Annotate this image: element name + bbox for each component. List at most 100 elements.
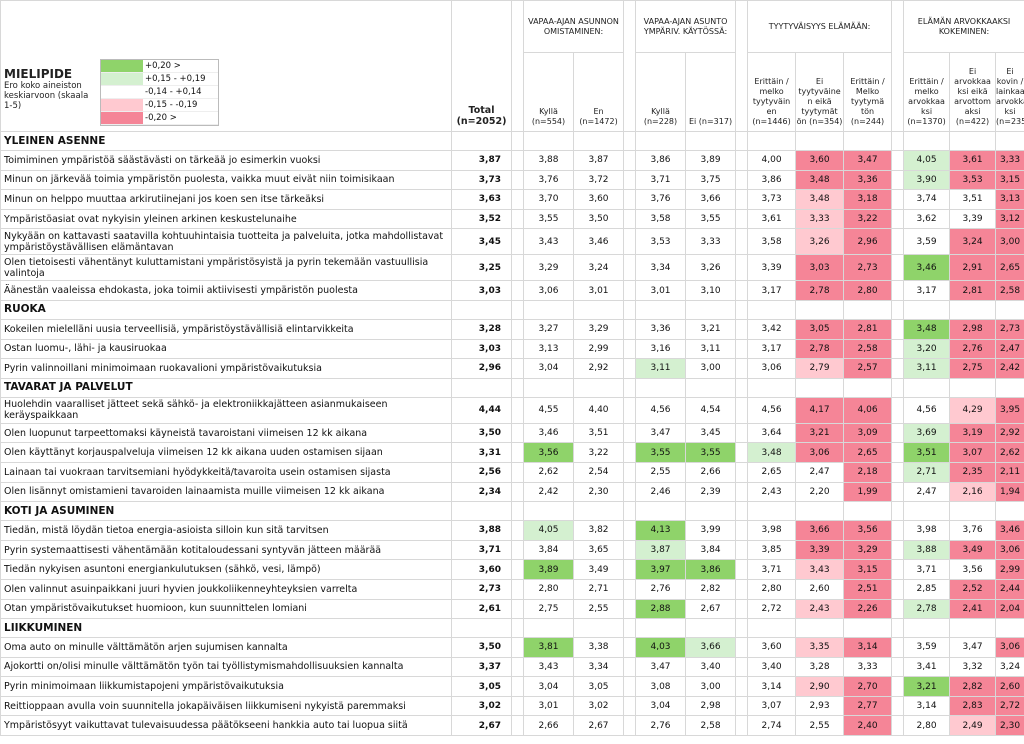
spacer [891, 442, 905, 463]
spacer [623, 358, 637, 379]
value-cell: 3,39 [747, 254, 797, 282]
empty-cell [747, 131, 797, 151]
statement-label: Toimiminen ympäristöä säästävästi on tär… [0, 150, 452, 171]
legend-item: -0,15 - -0,19 [101, 99, 218, 112]
value-cell: 3,29 [843, 539, 893, 561]
value-cell: 3,35 [795, 637, 845, 658]
empty-cell [623, 501, 637, 522]
value-cell: 3,66 [795, 520, 845, 541]
value-cell: 3,60 [795, 150, 845, 171]
value-cell: 2,78 [903, 598, 951, 620]
value-cell: 3,43 [523, 656, 574, 678]
statement-label: Ostan luomu-, lähi- ja kausiruokaa [0, 338, 452, 360]
value-cell: 3,99 [685, 520, 737, 541]
table-row: Pyrin systemaattisesti vähentämään kotit… [0, 539, 1024, 561]
value-cell: 2,43 [795, 598, 845, 620]
empty-cell [572, 377, 625, 398]
spacer [735, 169, 749, 191]
value-cell: 3,24 [572, 254, 625, 282]
spacer [735, 208, 749, 230]
value-cell: 2,78 [795, 280, 845, 301]
value-cell: 3,51 [903, 442, 951, 463]
spacer [735, 254, 749, 282]
value-cell: 3,55 [685, 208, 737, 230]
value-cell: 3,03 [795, 254, 845, 282]
spacer [511, 695, 524, 717]
value-cell: 2,30 [995, 715, 1024, 737]
value-cell: 2,55 [572, 598, 625, 620]
value-cell: 3,48 [747, 442, 797, 463]
value-cell: 3,18 [843, 189, 893, 210]
spacer [891, 461, 905, 483]
value-cell: 4,00 [747, 150, 797, 171]
value-cell: 2,73 [843, 254, 893, 282]
header-label-cell: MIELIPIDE Ero koko aineiston keskiarvoon… [0, 0, 452, 132]
empty-cell [735, 377, 749, 398]
value-cell: 3,69 [903, 422, 951, 444]
value-cell: 3,01 [523, 695, 574, 717]
spacer [511, 280, 524, 301]
empty-cell [572, 618, 625, 639]
spacer [623, 442, 637, 463]
value-cell: 3,66 [685, 189, 737, 210]
value-cell: 2,39 [685, 481, 737, 503]
spacer [891, 715, 905, 737]
spacer [623, 208, 637, 230]
value-cell: 3,45 [685, 422, 737, 444]
group-header-arvokkuus: ELÄMÄN ARVOKKAAKSI KOKEMINEN: [903, 0, 1024, 53]
value-cell: 3,11 [635, 358, 687, 379]
empty-cell [903, 131, 951, 151]
value-cell: 2,44 [995, 578, 1024, 600]
table-row: Toimiminen ympäristöä säästävästi on tär… [0, 150, 1024, 171]
spacer [623, 481, 637, 503]
empty-cell [747, 501, 797, 522]
value-cell: 3,09 [843, 422, 893, 444]
table-row: Pyrin minimoimaan liikkumistapojeni ympä… [0, 676, 1024, 697]
total-value: 3,50 [451, 422, 512, 444]
value-cell: 4,54 [685, 396, 737, 424]
value-cell: 4,29 [949, 396, 997, 424]
value-cell: 3,61 [949, 150, 997, 171]
table-row: Tiedän, mistä löydän tietoa energia-asio… [0, 520, 1024, 541]
spacer [623, 396, 637, 424]
value-cell: 3,17 [903, 280, 951, 301]
value-cell: 2,79 [795, 358, 845, 379]
value-cell: 3,61 [747, 208, 797, 230]
empty-cell [523, 501, 574, 522]
empty-cell [795, 131, 845, 151]
statement-label: Olen käyttänyt korjauspalveluja viimeise… [0, 442, 452, 463]
total-value: 3,60 [451, 559, 512, 580]
empty-cell [795, 618, 845, 639]
spacer [511, 358, 524, 379]
value-cell: 2,88 [635, 598, 687, 620]
value-cell: 4,40 [572, 396, 625, 424]
statement-label: Ympäristösyyt vaikuttavat tulevaisuudess… [0, 715, 452, 737]
value-cell: 2,54 [572, 461, 625, 483]
spacer [623, 578, 637, 600]
statement-label: Ympäristöasiat ovat nykyisin yleinen ark… [0, 208, 452, 230]
value-cell: 4,03 [635, 637, 687, 658]
spacer [623, 338, 637, 360]
value-cell: 3,88 [523, 150, 574, 171]
value-cell: 3,86 [685, 559, 737, 580]
spacer [735, 0, 749, 132]
value-cell: 3,48 [795, 189, 845, 210]
column-header: Erittäin / Melko tyytymä tön (n=244) [843, 52, 893, 132]
value-cell: 3,98 [747, 520, 797, 541]
value-cell: 3,41 [903, 656, 951, 678]
empty-cell [891, 377, 905, 398]
table-row: Olen lisännyt omistamieni tavaroiden lai… [0, 481, 1024, 503]
value-cell: 2,81 [949, 280, 997, 301]
value-cell: 3,43 [523, 228, 574, 256]
value-cell: 4,56 [635, 396, 687, 424]
empty-cell [735, 131, 749, 151]
total-value: 2,61 [451, 598, 512, 620]
value-cell: 3,17 [747, 280, 797, 301]
spacer [735, 442, 749, 463]
value-cell: 2,78 [795, 338, 845, 360]
value-cell: 2,35 [949, 461, 997, 483]
legend-item: -0,14 - +0,14 [101, 86, 218, 99]
legend-item: +0,15 - +0,19 [101, 73, 218, 86]
legend-swatch [101, 112, 143, 124]
